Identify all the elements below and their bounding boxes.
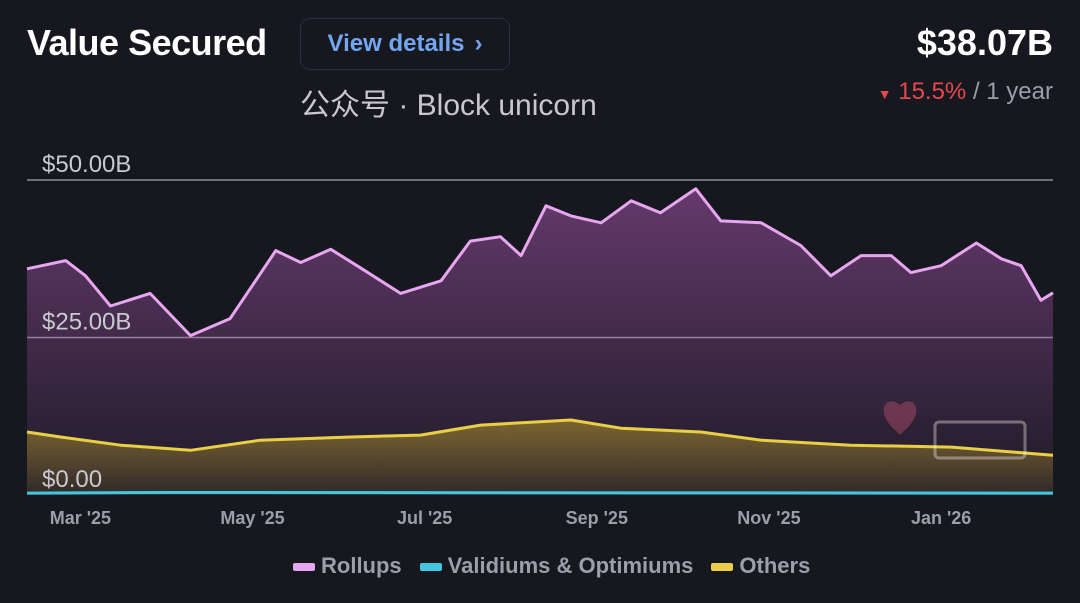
series-line-validiums-optimiums — [26, 491, 1054, 495]
l2beat-watermark — [883, 401, 1027, 460]
legend-label: Validiums & Optimiums — [447, 553, 694, 578]
legend-others[interactable]: Others — [711, 553, 810, 579]
change-period: / 1 year — [972, 78, 1053, 105]
change-percent: 15.5% — [898, 78, 967, 105]
legend-label: Rollups — [321, 553, 402, 578]
x-tick-label: Jul '25 — [397, 508, 452, 528]
legend-swatch — [293, 563, 315, 572]
y-tick-label: $0.00 — [42, 466, 102, 493]
series-area-2 — [27, 420, 1053, 495]
chevron-right-icon: › — [474, 30, 483, 57]
arrow-down-icon: ▼ — [877, 86, 892, 102]
y-tick-label: $25.00B — [42, 309, 131, 336]
change-indicator: ▼ 15.5% / 1 year — [878, 78, 1053, 106]
total-value: $38.07B — [916, 22, 1053, 63]
page-title: Value Secured — [27, 22, 267, 63]
legend-label: Others — [739, 553, 811, 578]
x-tick-label: Jan '26 — [911, 508, 971, 528]
wechat-watermark: 公众号 · Block unicorn — [300, 89, 597, 122]
legend-validiums[interactable]: Validiums & Optimiums — [419, 553, 694, 579]
series-area-0 — [27, 188, 1053, 496]
legend-swatch — [419, 563, 442, 572]
x-tick-label: May '25 — [220, 508, 284, 528]
view-details-button[interactable]: View details › — [300, 18, 510, 70]
x-tick-label: Mar '25 — [50, 508, 111, 528]
x-tick-label: Sep '25 — [566, 508, 628, 528]
legend-rollups[interactable]: Rollups — [293, 553, 402, 579]
chart-legend: Rollups Validiums & Optimiums Others — [293, 553, 810, 579]
x-tick-label: Nov '25 — [737, 508, 800, 528]
view-details-label: View details — [327, 30, 465, 57]
y-tick-label: $50.00B — [42, 151, 131, 178]
legend-swatch — [711, 563, 734, 572]
